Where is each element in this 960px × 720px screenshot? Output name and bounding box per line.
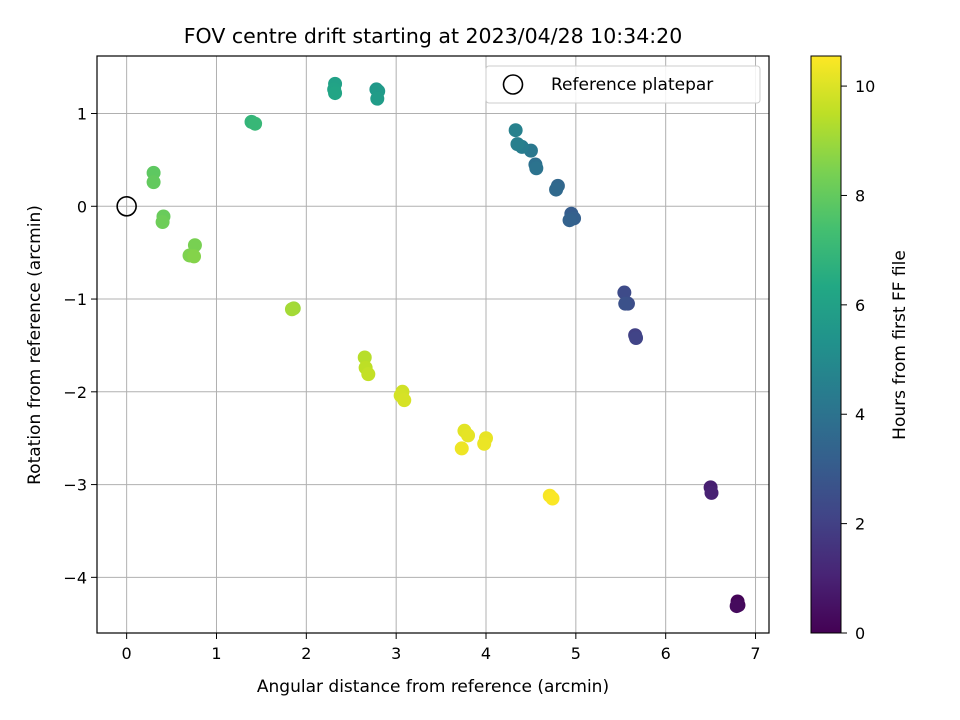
colorbar-tick-label: 4 [855,405,865,424]
colorbar-tick-label: 0 [855,624,865,643]
y-tick-label: −1 [63,290,87,309]
x-axis-label: Angular distance from reference (arcmin) [257,677,609,697]
colorbar-tick-label: 6 [855,296,865,315]
legend: Reference platepar [485,65,761,104]
y-tick-label: −4 [63,568,87,587]
x-axis-ticks: 0 1 2 3 4 5 6 7 [122,633,761,663]
y-tick-label: −2 [63,383,87,402]
colorbar-tick-label: 8 [855,186,865,205]
data-point [328,86,343,101]
colorbar-label: Hours from first FF file [890,250,910,440]
x-tick-label: 5 [571,644,581,663]
legend-box [485,65,761,104]
x-tick-label: 1 [211,644,221,663]
data-point [545,491,560,506]
data-point [529,161,544,176]
data-point [454,441,469,456]
data-points [146,76,746,614]
data-point [155,215,170,230]
data-point [357,350,372,365]
data-point [562,213,577,228]
y-tick-label: −3 [63,476,87,495]
reference-platepar-marker [116,195,137,217]
x-tick-label: 0 [122,644,132,663]
data-point [549,182,564,197]
colorbar: 0 2 4 6 8 10 Hours from first FF file [810,55,910,643]
data-point [397,393,412,408]
data-point [248,116,263,131]
colorbar-ticks: 0 2 4 6 8 10 [841,77,875,643]
chart-title: FOV centre drift starting at 2023/04/28 … [184,24,683,48]
data-point [146,175,161,190]
data-point [618,296,633,311]
y-axis-label: Rotation from reference (arcmin) [25,205,45,485]
colorbar-tick-label: 10 [855,77,875,96]
legend-marker-icon [502,74,524,95]
x-tick-label: 6 [661,644,671,663]
x-tick-label: 2 [301,644,311,663]
data-point [477,436,492,451]
x-tick-label: 4 [481,644,491,663]
data-point [461,428,476,443]
x-tick-label: 7 [750,644,760,663]
y-tick-label: 0 [77,197,87,216]
data-point [729,599,744,614]
data-point [284,302,299,317]
x-tick-label: 3 [391,644,401,663]
data-point [187,249,202,264]
data-point [510,137,525,152]
data-point [361,367,376,382]
legend-entry-reference-platepar: Reference platepar [551,75,713,95]
data-point [629,331,644,346]
data-point [704,485,719,500]
colorbar-gradient [810,55,842,634]
y-axis-ticks: −4 −3 −2 −1 0 1 [63,105,97,587]
y-tick-label: 1 [77,105,87,124]
grid-lines [97,56,769,633]
data-point [508,123,523,138]
colorbar-tick-label: 2 [855,515,865,534]
data-point [370,91,385,106]
data-point [617,285,632,300]
plot-frame [96,55,770,634]
